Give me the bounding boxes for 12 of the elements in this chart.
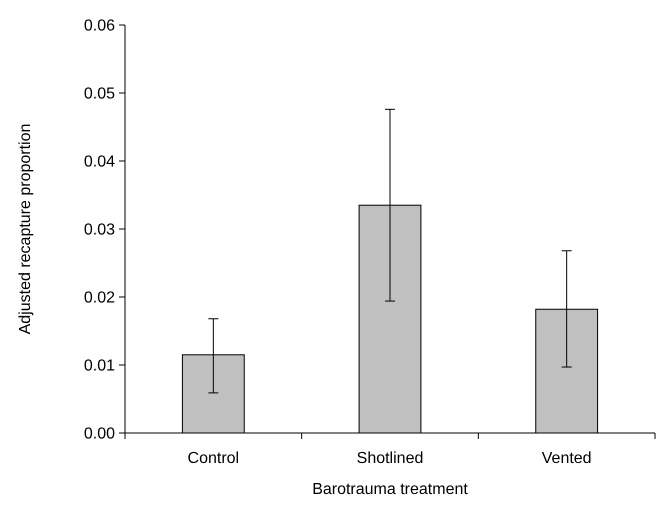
y-tick-label: 0.02 bbox=[84, 290, 116, 307]
y-tick-label: 0.00 bbox=[84, 426, 116, 443]
y-tick-label: 0.03 bbox=[84, 222, 116, 239]
y-tick-label: 0.06 bbox=[84, 18, 116, 35]
x-tick-label: Vented bbox=[542, 450, 592, 467]
y-axis-title: Adjusted recapture proportion bbox=[17, 124, 34, 334]
y-tick-label: 0.05 bbox=[84, 86, 116, 103]
x-axis-title: Barotrauma treatment bbox=[312, 481, 468, 498]
x-tick-label: Control bbox=[188, 450, 240, 467]
y-tick-label: 0.01 bbox=[84, 358, 116, 375]
x-tick-label: Shotlined bbox=[356, 450, 424, 467]
y-tick-label: 0.04 bbox=[84, 154, 116, 171]
